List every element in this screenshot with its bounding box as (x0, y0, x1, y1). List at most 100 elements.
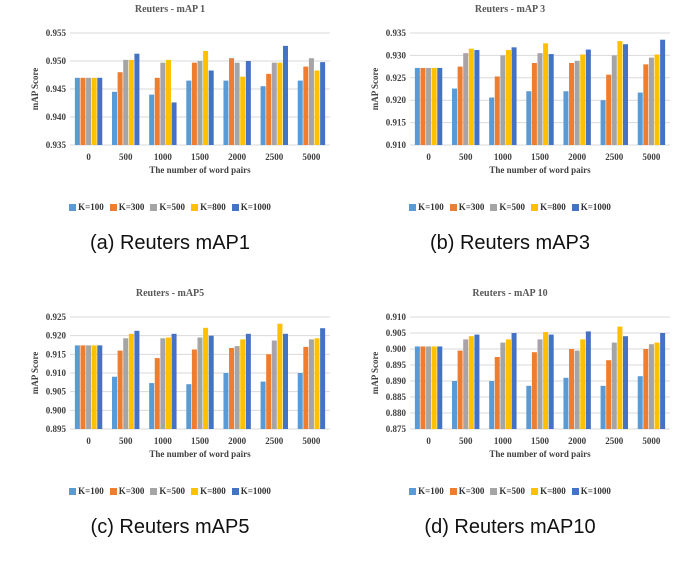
bar (186, 80, 192, 145)
bar (622, 44, 628, 146)
y-tick-label: 0.880 (386, 408, 407, 418)
legend-swatch (409, 488, 417, 495)
bar (260, 381, 266, 429)
x-tick-label: 5000 (302, 152, 321, 162)
bar (112, 376, 118, 429)
bar (569, 349, 575, 429)
caption-c: (c) Reuters mAP5 (90, 516, 250, 538)
bar (489, 97, 495, 145)
legend-swatch (69, 488, 77, 495)
bar (452, 381, 458, 429)
y-tick-label: 0.945 (46, 84, 67, 94)
bar (537, 339, 543, 429)
legend-item: K=500 (490, 486, 525, 496)
chart-b: Reuters - mAP 3 0.910 0.915 0.920 0.925 0.930… (370, 4, 670, 175)
x-tick-label: 500 (459, 436, 473, 446)
legend-item: K=300 (449, 486, 484, 496)
legend-item: K=1000 (571, 486, 611, 496)
bar (271, 340, 277, 429)
bar (320, 62, 326, 146)
bar (149, 383, 155, 429)
x-tick-label: 1500 (191, 152, 210, 162)
bar (134, 330, 140, 429)
bar (191, 349, 197, 429)
legend-label: K=100 (418, 202, 444, 212)
legend-swatch (231, 204, 239, 211)
x-tick-label: 5000 (642, 152, 661, 162)
bar (297, 373, 303, 429)
bar (128, 333, 134, 429)
bar (171, 102, 177, 145)
legend-a: K=100 K=300 K=500 K=800 K=1000 (0, 202, 340, 212)
bar (240, 339, 246, 429)
chart-panel-c: Reuters - mAP5 0.895 0.900 0.905 0.910 0.915 0… (0, 284, 340, 568)
bar (203, 50, 209, 145)
bar (426, 346, 432, 429)
bar (86, 345, 92, 429)
x-axis-label: The number of word pairs (149, 165, 251, 175)
x-tick-label: 2000 (568, 152, 587, 162)
bar (186, 384, 192, 429)
legend-item: K=300 (449, 202, 484, 212)
y-tick-label: 0.940 (46, 112, 67, 122)
caption-b: (b) Reuters mAP3 (429, 232, 591, 254)
x-tick-label: 2000 (568, 436, 587, 446)
y-tick-label: 0.875 (386, 424, 407, 434)
legend-label: K=1000 (240, 486, 271, 496)
chart-title: Reuters - mAP 3 (475, 4, 545, 15)
legend-label: K=1000 (580, 486, 611, 496)
bar (543, 332, 549, 429)
bar (134, 53, 140, 145)
bar (128, 59, 134, 145)
legend-swatch (449, 488, 457, 495)
legend-swatch (490, 204, 498, 211)
bar (234, 62, 240, 145)
x-tick-label: 1500 (191, 436, 210, 446)
legend-swatch (109, 488, 117, 495)
legend-label: K=800 (200, 202, 226, 212)
legend-label: K=500 (159, 486, 186, 496)
bar (123, 338, 129, 429)
bar (500, 55, 506, 145)
bar (643, 349, 649, 429)
bar (117, 350, 123, 429)
x-tick-label: 2500 (605, 436, 624, 446)
legend-label: K=800 (540, 486, 566, 496)
bar (474, 50, 480, 145)
legend-swatch (150, 488, 158, 495)
y-tick-label: 0.915 (386, 118, 407, 128)
legend-label: K=300 (118, 486, 145, 496)
chart-panel-b: Reuters - mAP 3 0.910 0.915 0.920 0.925 0.930… (340, 0, 680, 284)
bar (563, 377, 569, 429)
bar (474, 334, 480, 429)
bar (526, 385, 532, 429)
bar (234, 346, 240, 429)
y-axis-label: mAP Score (370, 352, 380, 395)
legend-swatch (571, 204, 579, 211)
legend-swatch (531, 488, 539, 495)
bar (648, 344, 654, 429)
bar (431, 67, 437, 145)
bar (229, 58, 235, 146)
bar (648, 57, 654, 145)
x-tick-label: 1000 (154, 152, 173, 162)
legend-item: K=500 (150, 202, 185, 212)
bar (80, 77, 86, 145)
bar (277, 62, 283, 145)
bar (191, 62, 197, 145)
bar (303, 346, 309, 429)
bar (437, 67, 443, 145)
x-tick-label: 1500 (531, 152, 550, 162)
bar (426, 67, 432, 145)
bar (511, 47, 517, 145)
legend-item: K=100 (409, 202, 444, 212)
x-tick-label: 5000 (642, 436, 661, 446)
bar (160, 338, 166, 429)
bar (420, 67, 426, 145)
bar (574, 350, 580, 429)
x-tick-label: 2500 (265, 436, 284, 446)
legend-item: K=100 (409, 486, 444, 496)
y-tick-label: 0.895 (46, 424, 67, 434)
bar (611, 55, 617, 145)
bar (91, 345, 97, 429)
